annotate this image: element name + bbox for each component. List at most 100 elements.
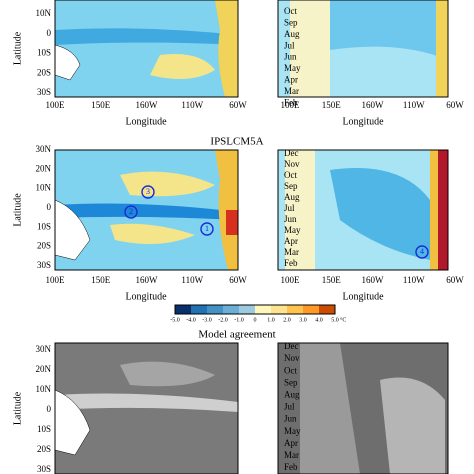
region-marker bbox=[141, 185, 155, 199]
x-tick-label: 110W bbox=[403, 275, 425, 285]
month-label: Mar bbox=[284, 86, 299, 96]
month-label: Sep bbox=[284, 181, 298, 191]
x-axis-label: Longitude bbox=[125, 291, 167, 302]
y-tick-label: 20S bbox=[37, 444, 51, 454]
y-tick-label: 0 bbox=[47, 28, 52, 38]
colorbar-tick-label: 2.0 bbox=[283, 317, 291, 323]
x-tick-label: 160W bbox=[362, 275, 385, 285]
month-label: Mar bbox=[284, 247, 299, 257]
month-label: Sep bbox=[284, 17, 298, 27]
region-marker bbox=[124, 205, 138, 219]
x-tick-label: 60W bbox=[446, 275, 464, 285]
bottom-right-hovmoller bbox=[277, 342, 449, 474]
colorbar-tick-label: 5.0 bbox=[331, 317, 339, 323]
y-tick-label: 20S bbox=[37, 241, 51, 251]
colorbar-tick-label: -4.0 bbox=[186, 317, 196, 323]
month-label: Nov bbox=[284, 159, 300, 169]
month-label: Aug bbox=[284, 29, 300, 39]
y-tick-label: 20N bbox=[36, 364, 52, 374]
y-axis-label: Latitude bbox=[12, 391, 23, 425]
colorbar-tick-label: 1.0 bbox=[267, 317, 275, 323]
x-tick-label: 160W bbox=[136, 100, 159, 110]
x-tick-label: 160W bbox=[362, 100, 385, 110]
x-tick-label: 160W bbox=[136, 275, 159, 285]
x-tick-label: 150E bbox=[322, 100, 342, 110]
month-label: May bbox=[284, 63, 301, 73]
x-axis-label: Longitude bbox=[342, 291, 384, 302]
month-label: Feb bbox=[284, 462, 298, 472]
month-label: Jun bbox=[284, 214, 297, 224]
y-axis-label: Latitude bbox=[12, 31, 23, 65]
y-tick-label: 10S bbox=[37, 48, 51, 58]
month-label: May bbox=[284, 426, 301, 436]
x-tick-label: 110W bbox=[181, 100, 203, 110]
month-label: May bbox=[284, 225, 301, 235]
x-tick-label: 100E bbox=[281, 275, 301, 285]
month-label: Jun bbox=[284, 414, 297, 424]
colorbar-unit: °C bbox=[340, 316, 346, 323]
month-label: Aug bbox=[284, 192, 300, 202]
y-tick-label: 20S bbox=[37, 67, 51, 77]
y-tick-label: 10N bbox=[36, 384, 52, 394]
panel-title: IPSLCM5A bbox=[210, 136, 263, 148]
y-tick-label: 10N bbox=[36, 183, 52, 193]
month-label: Jul bbox=[284, 203, 295, 213]
y-axis-label: Latitude bbox=[12, 193, 23, 227]
bottom-left-map bbox=[54, 342, 239, 474]
month-label: Jun bbox=[284, 52, 297, 62]
middle-right-hovmoller bbox=[277, 149, 449, 271]
month-label: Oct bbox=[284, 365, 297, 375]
month-label: Dec bbox=[284, 148, 299, 158]
x-tick-label: 100E bbox=[281, 100, 301, 110]
x-tick-label: 60W bbox=[229, 100, 247, 110]
colorbar-tick-label: 0 bbox=[254, 317, 257, 323]
month-label: Sep bbox=[284, 377, 298, 387]
x-tick-label: 100E bbox=[46, 275, 66, 285]
region-marker bbox=[415, 245, 429, 259]
x-axis-label: Longitude bbox=[342, 116, 384, 127]
y-tick-label: 30S bbox=[37, 260, 51, 270]
y-tick-label: 10S bbox=[37, 221, 51, 231]
region-marker-label: 2 bbox=[129, 207, 133, 216]
month-label: Apr bbox=[284, 236, 298, 246]
colorbar-tick-label: 3.0 bbox=[299, 317, 307, 323]
month-label: Oct bbox=[284, 6, 297, 16]
month-label: Jul bbox=[284, 40, 295, 50]
month-label: Apr bbox=[284, 74, 298, 84]
colorbar-tick-label: -2.0 bbox=[218, 317, 228, 323]
x-tick-label: 60W bbox=[446, 100, 464, 110]
top-left-map bbox=[54, 0, 239, 98]
top-right-hovmoller bbox=[277, 0, 449, 98]
x-tick-label: 150E bbox=[91, 275, 111, 285]
y-tick-label: 20N bbox=[36, 163, 52, 173]
month-label: Aug bbox=[284, 389, 300, 399]
colorbar-tick-label: 4.0 bbox=[315, 317, 323, 323]
y-tick-label: 30S bbox=[37, 464, 51, 474]
month-label: Mar bbox=[284, 450, 299, 460]
x-tick-label: 110W bbox=[181, 275, 203, 285]
x-tick-label: 60W bbox=[229, 275, 247, 285]
region-marker-label: 4 bbox=[420, 247, 424, 256]
month-label: Jul bbox=[284, 402, 295, 412]
colorbar bbox=[174, 304, 336, 315]
x-tick-label: 150E bbox=[322, 275, 342, 285]
month-label: Nov bbox=[284, 353, 300, 363]
month-label: Dec bbox=[284, 341, 299, 351]
panel-title: Model agreement bbox=[198, 329, 275, 341]
colorbar-tick-label: -3.0 bbox=[202, 317, 212, 323]
y-tick-label: 10S bbox=[37, 424, 51, 434]
x-tick-label: 150E bbox=[91, 100, 111, 110]
y-tick-label: 30N bbox=[36, 344, 52, 354]
colorbar-tick-label: -5.0 bbox=[170, 317, 180, 323]
month-label: Oct bbox=[284, 170, 297, 180]
y-tick-label: 10N bbox=[36, 8, 52, 18]
x-tick-label: 110W bbox=[403, 100, 425, 110]
x-tick-label: 100E bbox=[46, 100, 66, 110]
middle-left-map bbox=[54, 149, 239, 271]
colorbar-tick-label: -1.0 bbox=[234, 317, 244, 323]
x-axis-label: Longitude bbox=[125, 116, 167, 127]
y-tick-label: 30N bbox=[36, 144, 52, 154]
region-marker-label: 1 bbox=[205, 224, 209, 233]
y-tick-label: 30S bbox=[37, 87, 51, 97]
